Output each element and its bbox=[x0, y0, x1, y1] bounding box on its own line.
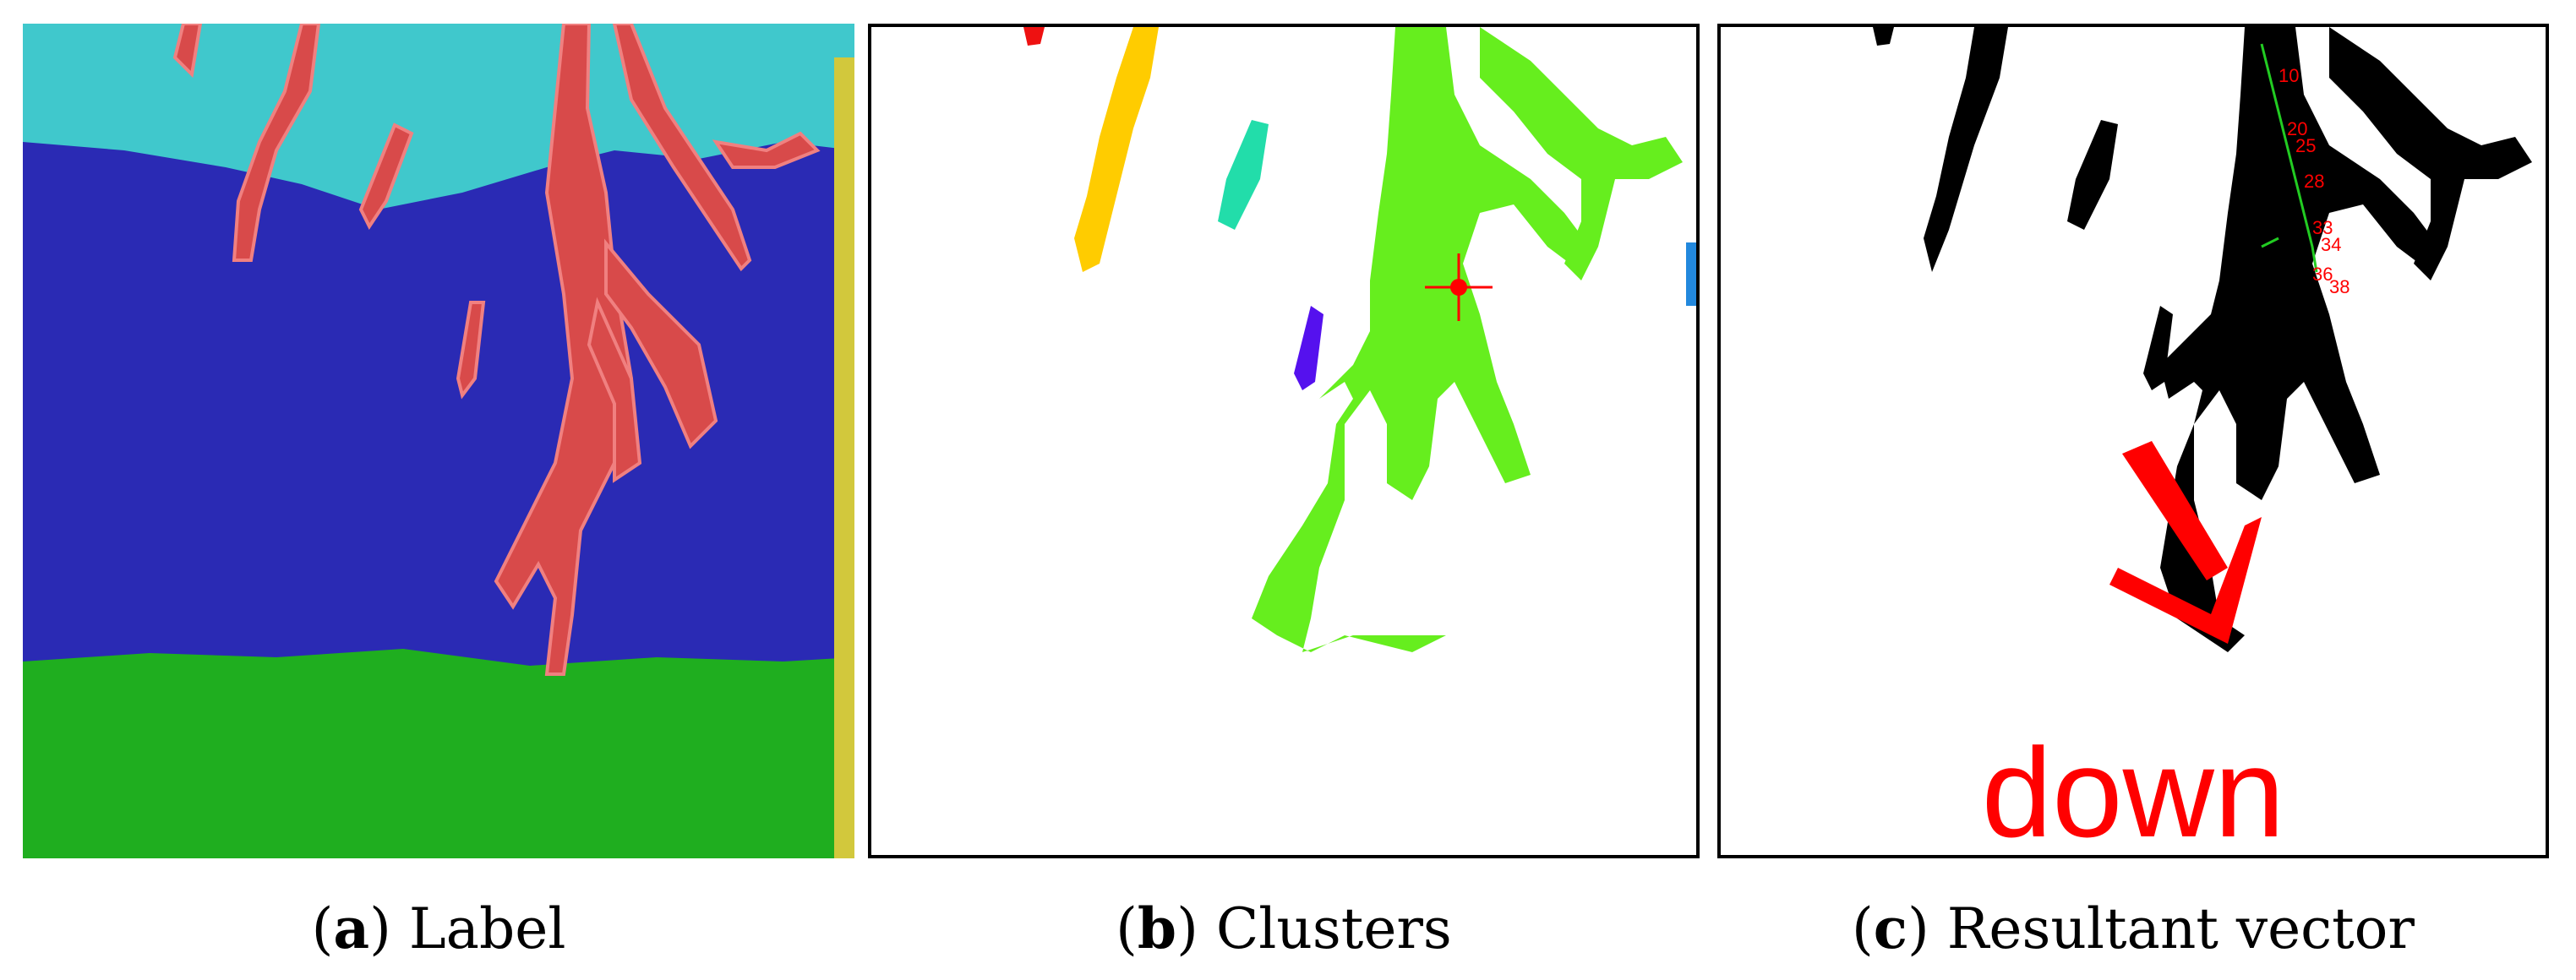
purple-cluster bbox=[1294, 306, 1323, 390]
cluster-center-marker bbox=[1425, 253, 1493, 321]
vector-image: 10 20 25 28 33 34 36 38 bbox=[1721, 27, 2546, 855]
track-label: 10 bbox=[2279, 65, 2299, 86]
caption-text: Clusters bbox=[1215, 896, 1452, 961]
caption-text: Label bbox=[408, 896, 566, 961]
teal-cluster bbox=[1218, 120, 1269, 230]
clusters-image bbox=[871, 27, 1696, 855]
main-cluster bbox=[1252, 27, 1683, 652]
lightning-shape bbox=[1873, 27, 2532, 652]
red-cluster bbox=[1023, 27, 1045, 46]
direction-arrow bbox=[2109, 441, 2262, 644]
lightning-region bbox=[172, 24, 821, 676]
yellow-cluster bbox=[1074, 27, 1159, 272]
ground-region bbox=[23, 649, 854, 858]
track-label: 25 bbox=[2295, 135, 2316, 156]
blue-cluster bbox=[1686, 242, 1696, 306]
caption-c: (c) Resultant vector bbox=[1852, 896, 2415, 961]
panel-a-label-image bbox=[23, 24, 854, 858]
panel-b-clusters-image bbox=[868, 24, 1700, 858]
trajectory-labels: 10 20 25 28 33 34 36 38 bbox=[2279, 65, 2350, 297]
track-label: 33 bbox=[2312, 217, 2333, 238]
label-image bbox=[23, 24, 854, 858]
caption-letter: c bbox=[1873, 896, 1907, 961]
panel-c-resultant-vector-image: 10 20 25 28 33 34 36 38 down bbox=[1717, 24, 2549, 858]
track-label: 36 bbox=[2312, 264, 2333, 285]
caption-letter: b bbox=[1137, 896, 1177, 961]
caption-b: (b) Clusters bbox=[1116, 896, 1452, 961]
track-label: 20 bbox=[2287, 118, 2307, 139]
trajectory-track bbox=[2260, 43, 2318, 273]
direction-label: down bbox=[1981, 721, 2285, 858]
track-label: 28 bbox=[2304, 171, 2324, 192]
edge-strip bbox=[834, 57, 854, 858]
caption-letter: a bbox=[333, 896, 370, 961]
caption-text: Resultant vector bbox=[1946, 896, 2415, 961]
cloud-region bbox=[23, 142, 854, 666]
track-label: 38 bbox=[2329, 276, 2350, 297]
track-label: 34 bbox=[2321, 234, 2341, 255]
caption-a: (a) Label bbox=[311, 896, 566, 961]
